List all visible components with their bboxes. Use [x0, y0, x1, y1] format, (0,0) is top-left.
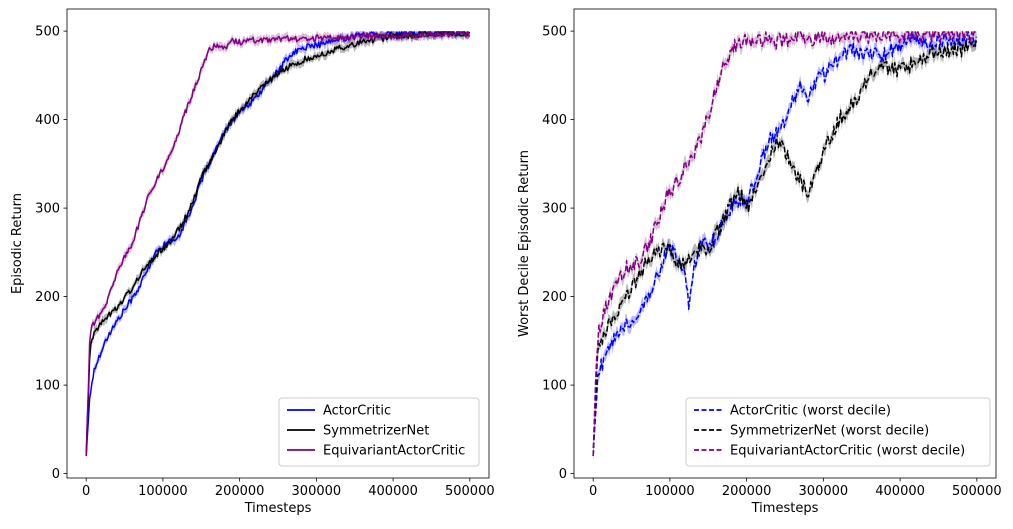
series-band-0: [593, 31, 977, 462]
legend: ActorCritic SymmetrizerNet EquivariantActo…: [278, 397, 480, 467]
series-band-1: [593, 34, 977, 461]
y-tick-label: 200: [35, 290, 60, 305]
x-tick-label: 200000: [215, 484, 265, 499]
legend-label-2: EquivariantActorCritic (worst decile): [730, 444, 965, 459]
series-line-2: [592, 31, 977, 456]
y-tick-label: 400: [542, 113, 567, 128]
legend-label-1: SymmetrizerNet: [323, 424, 429, 439]
legend-label-1: SymmetrizerNet (worst decile): [730, 424, 929, 439]
y-tick-label: 0: [559, 467, 567, 482]
x-tick-label: 300000: [799, 484, 849, 499]
episodic-return-chart: 0 100000 200000 300000 400000 500000 0 100 200 30…: [10, 8, 495, 516]
series-line-1: [85, 31, 471, 456]
plot-frame: [66, 8, 490, 479]
plot-frame: [573, 8, 997, 479]
y-axis-label: Worst Decile Episodic Return: [517, 150, 532, 337]
legend-box: [278, 397, 480, 467]
legend-label-0: ActorCritic: [323, 404, 391, 419]
series-line-2: [85, 31, 471, 456]
x-axis-label: Timesteps: [244, 501, 312, 516]
x-tick-label: 0: [589, 484, 597, 499]
legend-label-0: ActorCritic (worst decile): [730, 404, 891, 419]
legend-label-2: EquivariantActorCritic: [323, 444, 465, 459]
worst-decile-chart: 0 100000 200000 300000 400000 500000 0 100 200 30…: [517, 8, 1002, 516]
x-tick-label: 300000: [292, 484, 342, 499]
series-band-0: [86, 31, 470, 461]
series-group: [85, 31, 471, 461]
y-tick-label: 400: [35, 113, 60, 128]
x-tick-label: 200000: [722, 484, 772, 499]
series-group: [592, 31, 978, 463]
legend-box: [685, 397, 991, 467]
y-tick-label: 500: [35, 25, 60, 40]
series-band-2: [86, 31, 470, 459]
x-tick-label: 100000: [645, 484, 695, 499]
y-tick-label: 100: [35, 379, 60, 394]
legend: ActorCritic (worst decile) SymmetrizerNet…: [685, 397, 991, 467]
series-line-0: [592, 31, 978, 456]
series-band-1: [86, 31, 470, 460]
y-tick-label: 300: [542, 202, 567, 217]
x-tick-label: 500000: [952, 484, 1002, 499]
x-axis-label: Timesteps: [751, 501, 819, 516]
x-tick-label: 0: [82, 484, 90, 499]
x-tick-label: 400000: [875, 484, 925, 499]
series-line-1: [592, 40, 978, 456]
y-tick-label: 500: [542, 25, 567, 40]
y-tick-label: 0: [52, 467, 60, 482]
x-tick-label: 400000: [368, 484, 418, 499]
x-tick-label: 500000: [445, 484, 495, 499]
y-tick-label: 300: [35, 202, 60, 217]
x-tick-label: 100000: [138, 484, 188, 499]
y-tick-label: 200: [542, 290, 567, 305]
y-tick-label: 100: [542, 379, 567, 394]
y-axis-label: Episodic Return: [10, 193, 25, 294]
series-line-0: [85, 31, 471, 456]
